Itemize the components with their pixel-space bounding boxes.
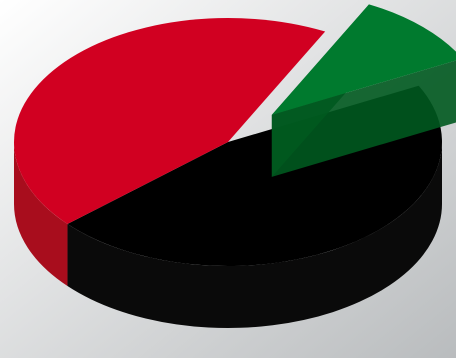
pie-slice-3 [271, 4, 456, 177]
pie-slices [14, 4, 456, 328]
pie-slice-top [271, 4, 456, 115]
pie-slice-side [14, 142, 68, 287]
pie-slice-side [67, 142, 443, 328]
pie-slice-edge [271, 60, 456, 177]
pie-slice-top [14, 18, 326, 225]
pie-slice-2 [14, 18, 326, 287]
